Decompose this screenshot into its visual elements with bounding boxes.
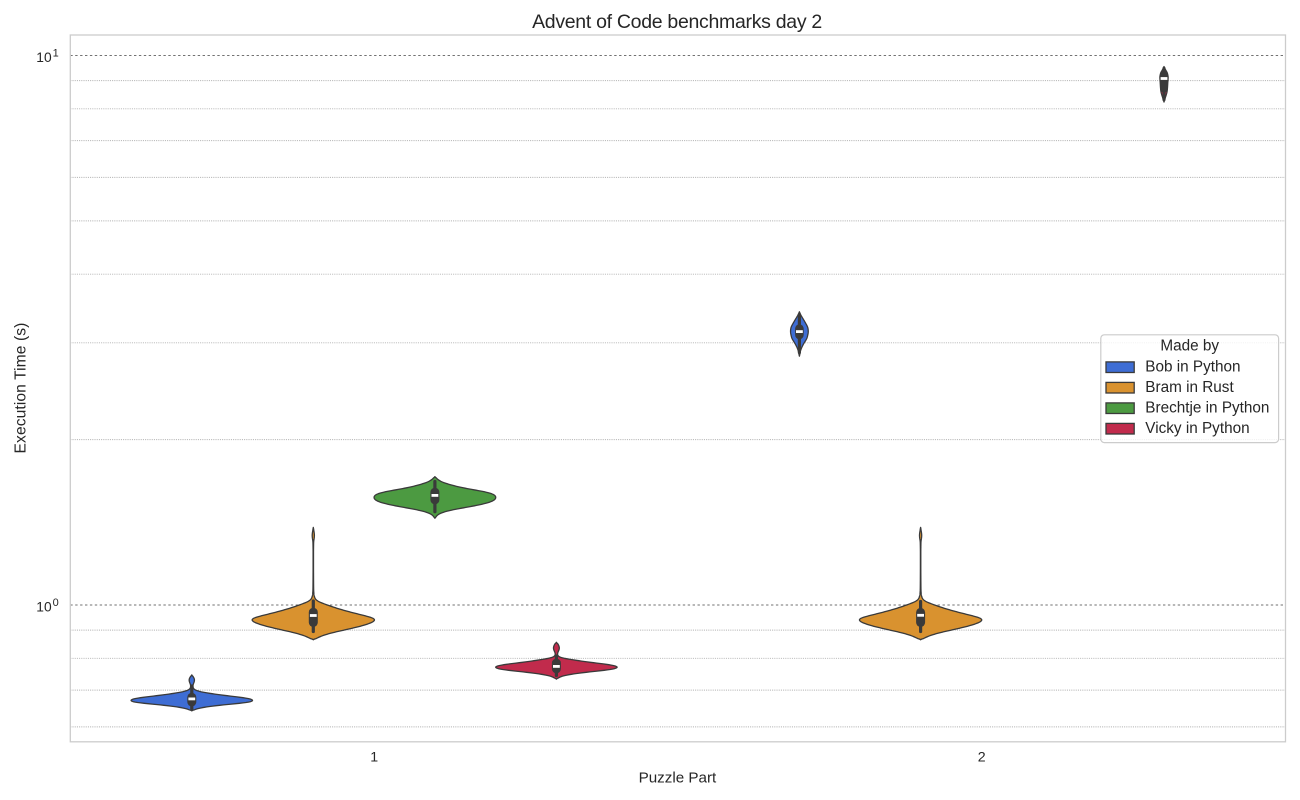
svg-text:Puzzle Part: Puzzle Part [639, 770, 717, 787]
svg-text:Execution Time (s): Execution Time (s) [12, 323, 29, 454]
svg-text:0: 0 [53, 597, 59, 609]
svg-text:10: 10 [36, 50, 52, 65]
svg-text:Bob in Python: Bob in Python [1145, 359, 1240, 376]
svg-text:Vicky in Python: Vicky in Python [1145, 420, 1249, 437]
svg-text:Brechtje in Python: Brechtje in Python [1145, 400, 1269, 417]
svg-text:Made by: Made by [1160, 337, 1219, 354]
svg-text:2: 2 [978, 750, 986, 766]
svg-text:Advent of Code benchmarks day: Advent of Code benchmarks day 2 [532, 11, 822, 33]
svg-text:1: 1 [53, 48, 59, 60]
svg-text:10: 10 [36, 600, 52, 615]
svg-text:Bram in Rust: Bram in Rust [1145, 379, 1234, 396]
svg-text:1: 1 [370, 750, 378, 766]
